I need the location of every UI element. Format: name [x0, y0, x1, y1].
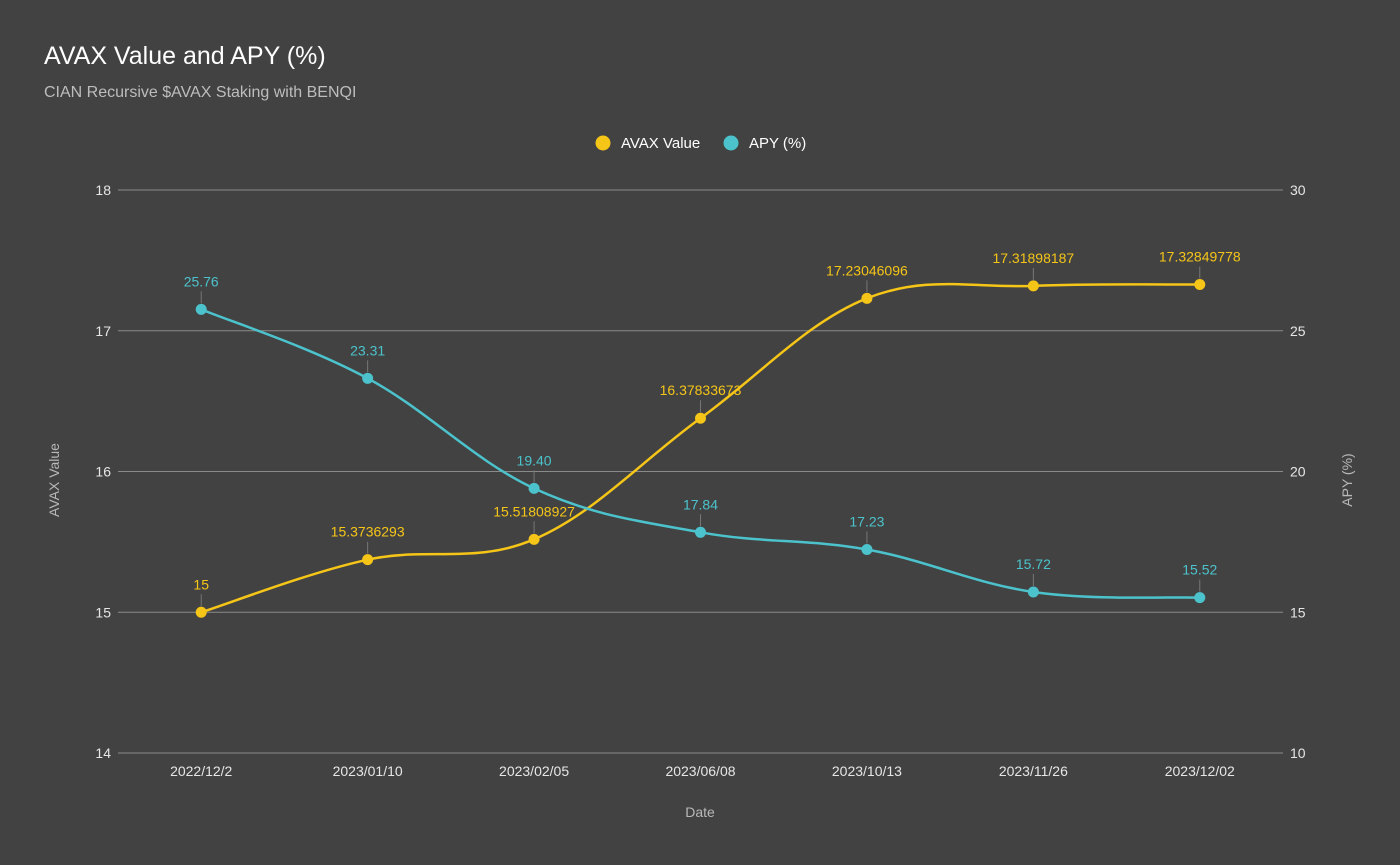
y-left-tick-label: 15	[95, 604, 111, 620]
x-tick-label: 2023/12/02	[1165, 763, 1235, 779]
apy-data-label: 15.72	[1016, 556, 1051, 572]
avax-data-label: 17.23046096	[826, 262, 908, 278]
avax-data-label: 17.31898187	[992, 250, 1074, 266]
x-tick-label: 2023/02/05	[499, 763, 569, 779]
apy-data-label: 25.76	[184, 273, 219, 289]
avax-data-label: 15.3736293	[331, 524, 405, 540]
y-right-tick-label: 30	[1290, 182, 1306, 198]
y-right-tick-label: 10	[1290, 745, 1306, 761]
apy-point	[1194, 592, 1206, 604]
y-left-tick-label: 14	[95, 745, 111, 761]
avax-point	[1027, 280, 1039, 292]
avax-data-label: 15.51808927	[493, 503, 575, 519]
apy-data-label: 23.31	[350, 342, 385, 358]
apy-point	[362, 372, 374, 384]
legend-label: APY (%)	[749, 135, 806, 152]
chart-subtitle: CIAN Recursive $AVAX Staking with BENQI	[44, 84, 357, 101]
x-tick-label: 2023/10/13	[832, 763, 902, 779]
apy-data-label: 15.52	[1182, 562, 1217, 578]
apy-point	[195, 303, 207, 315]
apy-data-label: 17.84	[683, 496, 718, 512]
y-left-tick-label: 18	[95, 182, 111, 198]
avax-point	[861, 292, 873, 304]
chart-title: AVAX Value and APY (%)	[44, 42, 326, 70]
legend-marker	[595, 135, 611, 151]
avax-point	[195, 606, 207, 618]
legend-label: AVAX Value	[621, 135, 700, 152]
x-tick-label: 2023/01/10	[333, 763, 403, 779]
y-right-axis-title: APY (%)	[1339, 453, 1355, 506]
y-right-tick-label: 25	[1290, 323, 1306, 339]
apy-point	[861, 543, 873, 555]
avax-data-label: 15	[193, 576, 209, 592]
legend-marker	[723, 135, 739, 151]
avax-point	[695, 412, 706, 424]
apy-data-label: 19.40	[517, 452, 552, 468]
apy-point	[1027, 586, 1039, 598]
x-tick-label: 2023/06/08	[665, 763, 735, 779]
apy-point	[528, 482, 540, 494]
avax-data-label: 16.37833673	[660, 382, 742, 398]
apy-data-label: 17.23	[849, 513, 884, 529]
x-axis-title: Date	[685, 804, 715, 820]
y-left-tick-label: 17	[95, 323, 111, 339]
y-left-axis-title: AVAX Value	[46, 443, 62, 517]
x-tick-label: 2022/12/2	[170, 763, 232, 779]
avax-point	[362, 554, 374, 566]
y-right-tick-label: 20	[1290, 464, 1306, 480]
avax-point	[528, 533, 540, 545]
avax-point	[1194, 279, 1206, 291]
apy-point	[695, 526, 706, 538]
y-right-tick-label: 15	[1290, 604, 1306, 620]
y-left-tick-label: 16	[95, 464, 111, 480]
avax-data-label: 17.32849778	[1159, 249, 1241, 265]
x-tick-label: 2023/11/26	[999, 763, 1068, 779]
